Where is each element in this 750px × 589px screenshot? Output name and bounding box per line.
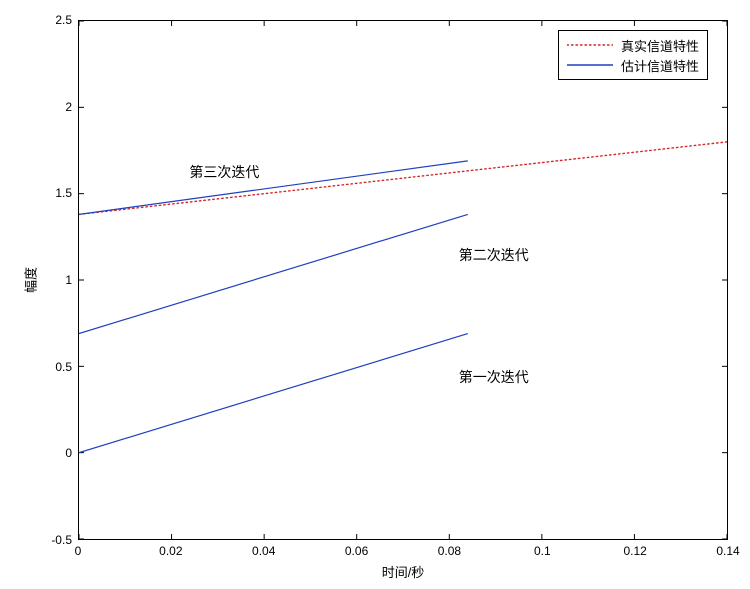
legend-swatch xyxy=(567,37,613,53)
y-tick-label: 0 xyxy=(65,446,72,460)
x-tick-label: 0 xyxy=(75,544,82,558)
x-tick-label: 0.04 xyxy=(252,544,275,558)
x-tick-label: 0.12 xyxy=(623,544,646,558)
y-axis-label: 幅度 xyxy=(21,267,40,293)
annotation: 第一次迭代 xyxy=(459,367,529,387)
legend-label: 真实信道特性 xyxy=(621,36,699,55)
y-tick-label: 1 xyxy=(65,273,72,287)
y-tick-label: -0.5 xyxy=(51,533,72,547)
plot-svg xyxy=(79,21,727,539)
x-tick-label: 0.06 xyxy=(345,544,368,558)
x-tick-label: 0.02 xyxy=(159,544,182,558)
y-tick-label: 1.5 xyxy=(55,186,72,200)
y-tick-label: 2 xyxy=(65,100,72,114)
y-tick-label: 2.5 xyxy=(55,13,72,27)
series-true_channel xyxy=(79,142,727,215)
series-est_iter2 xyxy=(79,214,468,333)
x-tick-label: 0.08 xyxy=(438,544,461,558)
legend-row: 估计信道特性 xyxy=(567,55,699,75)
figure: 时间/秒 幅度 真实信道特性估计信道特性 0 0.02 0.04 0.06 0.08 0.… xyxy=(0,0,750,589)
series-est_iter1 xyxy=(79,334,468,453)
plot-area xyxy=(78,20,728,540)
x-tick-label: 0.14 xyxy=(716,544,739,558)
legend-swatch xyxy=(567,57,613,73)
legend-row: 真实信道特性 xyxy=(567,35,699,55)
legend-label: 估计信道特性 xyxy=(621,56,699,75)
x-tick-label: 0.1 xyxy=(534,544,551,558)
legend: 真实信道特性估计信道特性 xyxy=(558,30,708,80)
annotation: 第三次迭代 xyxy=(189,162,259,182)
annotation: 第二次迭代 xyxy=(459,245,529,265)
x-axis-label: 时间/秒 xyxy=(382,562,425,581)
y-tick-label: 0.5 xyxy=(55,360,72,374)
series-est_iter3 xyxy=(79,161,468,215)
